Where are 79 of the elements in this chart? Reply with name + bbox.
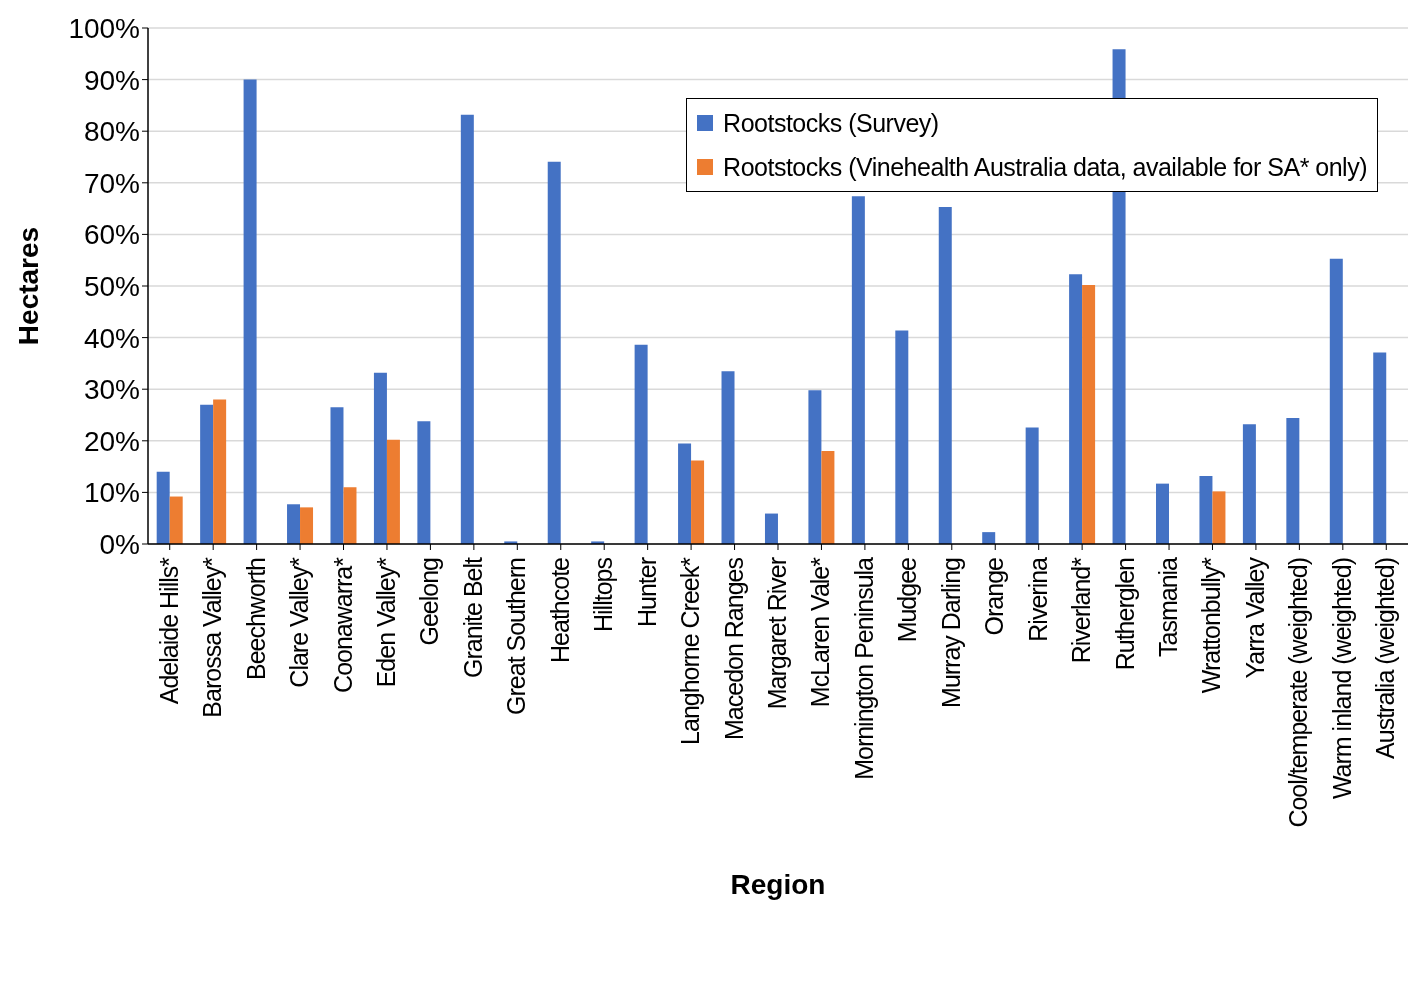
legend-label: Rootstocks (Survey) (723, 108, 939, 138)
bar (764, 513, 778, 544)
bar (808, 390, 822, 544)
y-tick-label: 80% (83, 116, 140, 148)
x-tick-label: Heathcote (545, 557, 574, 663)
y-tick-label: 30% (83, 374, 140, 406)
y-tick-label: 0% (99, 528, 140, 560)
x-tick-label: Cool/temperate (weighted) (1284, 558, 1313, 828)
x-tick-label: Orange (980, 557, 1009, 636)
x-tick-label: Rutherglen (1110, 557, 1139, 671)
bar (1082, 284, 1096, 544)
x-tick-label: Riverland* (1067, 556, 1096, 664)
bar (213, 399, 227, 544)
bar (156, 471, 170, 544)
bar (1069, 274, 1083, 544)
x-tick-label: Hilltops (589, 557, 618, 632)
x-tick-label: Eden Valley* (371, 556, 400, 688)
y-tick-label: 10% (83, 477, 140, 509)
x-tick-label: Mornington Peninsula (849, 556, 878, 780)
x-tick-label: Barossa Valley* (198, 556, 227, 718)
x-tick-label: Mudgee (893, 557, 922, 643)
bar (460, 114, 474, 544)
x-tick-label: Yarra Valley (1240, 556, 1269, 679)
bar (982, 532, 996, 544)
x-tick-label: Granite Belt (458, 556, 487, 679)
bar (330, 407, 344, 544)
x-tick-label: Margaret River (763, 557, 791, 710)
bar (721, 371, 735, 544)
x-tick-label: McLaren Vale* (806, 556, 835, 708)
y-axis-title: Hectares (12, 226, 44, 346)
bar (1329, 258, 1343, 544)
bar (386, 439, 400, 544)
bar (547, 161, 561, 544)
bar (1242, 424, 1256, 544)
bar (691, 460, 705, 544)
x-tick-label: Adelaide Hills* (154, 556, 183, 705)
bar (169, 496, 183, 544)
x-tick-label: Macedon Ranges (719, 557, 748, 740)
x-tick-label: Tasmania (1154, 556, 1183, 657)
y-tick-label: 70% (83, 167, 140, 199)
bar (243, 79, 257, 544)
bar (1199, 475, 1213, 544)
bar (851, 196, 865, 544)
x-tick-label: Great Southern (502, 557, 531, 715)
y-tick-label: 100% (68, 12, 140, 44)
bar (200, 404, 214, 544)
y-tick-label: 50% (83, 270, 140, 302)
x-tick-label: Australia (weighted) (1371, 558, 1400, 759)
legend-label: Rootstocks (Vinehealth Australia data, available for SA* only) (723, 152, 1367, 182)
y-tick-label: 90% (83, 64, 140, 96)
bar (678, 443, 692, 544)
bar (300, 507, 314, 544)
bar (821, 451, 835, 544)
bar (287, 504, 301, 544)
x-tick-label: Beechworth (241, 557, 270, 681)
bar (1286, 418, 1300, 544)
bar (938, 207, 952, 544)
bar (1156, 483, 1169, 544)
x-tick-label: Geelong (415, 557, 444, 646)
y-tick-label: 40% (83, 322, 140, 354)
x-tick-label: Hunter (632, 557, 661, 628)
bar (417, 421, 431, 544)
y-tick-label: 60% (83, 219, 140, 251)
bar (895, 330, 909, 544)
x-tick-label: Warm inland (weighted) (1327, 558, 1356, 800)
bar (1025, 427, 1039, 544)
x-tick-label: Riverina (1023, 556, 1052, 642)
bar (1212, 491, 1226, 544)
x-axis-title: Region (730, 869, 826, 900)
bar (634, 344, 648, 544)
x-tick-label: Clare Valley* (285, 556, 314, 688)
y-tick-label: 20% (83, 425, 140, 457)
bar (343, 487, 357, 544)
x-tick-label: Wrattonbully* (1197, 556, 1226, 694)
x-tick-label: Coonawarra* (328, 556, 357, 693)
bar (373, 372, 387, 544)
x-tick-label: Murray Darling (936, 557, 965, 708)
x-tick-label: Langhorne Creek* (676, 556, 705, 745)
bar (1373, 352, 1387, 544)
